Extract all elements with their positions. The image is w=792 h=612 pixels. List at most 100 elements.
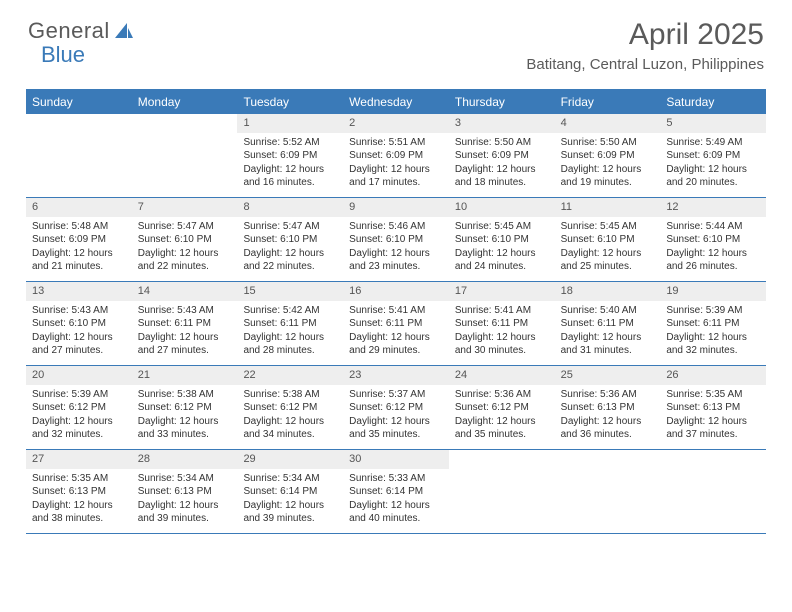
- day-number: 6: [26, 198, 132, 217]
- day-number: 26: [660, 366, 766, 385]
- day-cell: 12Sunrise: 5:44 AMSunset: 6:10 PMDayligh…: [660, 198, 766, 281]
- sunrise-line: Sunrise: 5:45 AM: [455, 220, 549, 234]
- day-body: Sunrise: 5:43 AMSunset: 6:11 PMDaylight:…: [132, 301, 238, 362]
- day-cell: 4Sunrise: 5:50 AMSunset: 6:09 PMDaylight…: [555, 114, 661, 197]
- day-number: 15: [237, 282, 343, 301]
- day-body: Sunrise: 5:33 AMSunset: 6:14 PMDaylight:…: [343, 469, 449, 530]
- sunset-line: Sunset: 6:12 PM: [138, 401, 232, 415]
- day-cell: [132, 114, 238, 197]
- day-body: Sunrise: 5:42 AMSunset: 6:11 PMDaylight:…: [237, 301, 343, 362]
- sunrise-line: Sunrise: 5:33 AM: [349, 472, 443, 486]
- sunset-line: Sunset: 6:10 PM: [455, 233, 549, 247]
- sunset-line: Sunset: 6:13 PM: [666, 401, 760, 415]
- sunrise-line: Sunrise: 5:45 AM: [561, 220, 655, 234]
- week-row: 27Sunrise: 5:35 AMSunset: 6:13 PMDayligh…: [26, 450, 766, 534]
- sunset-line: Sunset: 6:11 PM: [561, 317, 655, 331]
- week-row: 20Sunrise: 5:39 AMSunset: 6:12 PMDayligh…: [26, 366, 766, 450]
- day-number: 1: [237, 114, 343, 133]
- day-body: Sunrise: 5:41 AMSunset: 6:11 PMDaylight:…: [449, 301, 555, 362]
- day-number: 25: [555, 366, 661, 385]
- sunset-line: Sunset: 6:13 PM: [32, 485, 126, 499]
- daylight-line: Daylight: 12 hours and 36 minutes.: [561, 415, 655, 442]
- header: General April 2025 Batitang, Central Luz…: [0, 0, 792, 81]
- day-body: Sunrise: 5:37 AMSunset: 6:12 PMDaylight:…: [343, 385, 449, 446]
- week-row: 1Sunrise: 5:52 AMSunset: 6:09 PMDaylight…: [26, 114, 766, 198]
- day-number: 8: [237, 198, 343, 217]
- day-body: Sunrise: 5:50 AMSunset: 6:09 PMDaylight:…: [555, 133, 661, 194]
- day-body: Sunrise: 5:40 AMSunset: 6:11 PMDaylight:…: [555, 301, 661, 362]
- day-cell: 28Sunrise: 5:34 AMSunset: 6:13 PMDayligh…: [132, 450, 238, 533]
- day-number: 20: [26, 366, 132, 385]
- day-number: 12: [660, 198, 766, 217]
- sunrise-line: Sunrise: 5:44 AM: [666, 220, 760, 234]
- daylight-line: Daylight: 12 hours and 29 minutes.: [349, 331, 443, 358]
- day-body: Sunrise: 5:44 AMSunset: 6:10 PMDaylight:…: [660, 217, 766, 278]
- sunset-line: Sunset: 6:12 PM: [243, 401, 337, 415]
- daylight-line: Daylight: 12 hours and 39 minutes.: [138, 499, 232, 526]
- day-cell: 16Sunrise: 5:41 AMSunset: 6:11 PMDayligh…: [343, 282, 449, 365]
- daylight-line: Daylight: 12 hours and 17 minutes.: [349, 163, 443, 190]
- day-number: 9: [343, 198, 449, 217]
- sunrise-line: Sunrise: 5:42 AM: [243, 304, 337, 318]
- sunset-line: Sunset: 6:09 PM: [666, 149, 760, 163]
- sunrise-line: Sunrise: 5:37 AM: [349, 388, 443, 402]
- day-body: Sunrise: 5:47 AMSunset: 6:10 PMDaylight:…: [237, 217, 343, 278]
- sunrise-line: Sunrise: 5:35 AM: [666, 388, 760, 402]
- day-number: 29: [237, 450, 343, 469]
- day-body: Sunrise: 5:34 AMSunset: 6:13 PMDaylight:…: [132, 469, 238, 530]
- sunset-line: Sunset: 6:14 PM: [243, 485, 337, 499]
- sunrise-line: Sunrise: 5:48 AM: [32, 220, 126, 234]
- day-body: Sunrise: 5:34 AMSunset: 6:14 PMDaylight:…: [237, 469, 343, 530]
- weekday-header: Friday: [555, 91, 661, 114]
- sunrise-line: Sunrise: 5:47 AM: [138, 220, 232, 234]
- day-number: 18: [555, 282, 661, 301]
- sunset-line: Sunset: 6:09 PM: [243, 149, 337, 163]
- sunrise-line: Sunrise: 5:41 AM: [349, 304, 443, 318]
- sunset-line: Sunset: 6:09 PM: [561, 149, 655, 163]
- weekday-header: Thursday: [449, 91, 555, 114]
- day-body: Sunrise: 5:38 AMSunset: 6:12 PMDaylight:…: [132, 385, 238, 446]
- day-body: Sunrise: 5:46 AMSunset: 6:10 PMDaylight:…: [343, 217, 449, 278]
- month-title: April 2025: [526, 18, 764, 52]
- day-cell: 17Sunrise: 5:41 AMSunset: 6:11 PMDayligh…: [449, 282, 555, 365]
- weekday-header: Wednesday: [343, 91, 449, 114]
- day-body: Sunrise: 5:45 AMSunset: 6:10 PMDaylight:…: [449, 217, 555, 278]
- day-number: 30: [343, 450, 449, 469]
- daylight-line: Daylight: 12 hours and 34 minutes.: [243, 415, 337, 442]
- daylight-line: Daylight: 12 hours and 26 minutes.: [666, 247, 760, 274]
- day-body: Sunrise: 5:47 AMSunset: 6:10 PMDaylight:…: [132, 217, 238, 278]
- day-number: 3: [449, 114, 555, 133]
- day-cell: 9Sunrise: 5:46 AMSunset: 6:10 PMDaylight…: [343, 198, 449, 281]
- day-body: Sunrise: 5:49 AMSunset: 6:09 PMDaylight:…: [660, 133, 766, 194]
- sunset-line: Sunset: 6:09 PM: [349, 149, 443, 163]
- day-cell: 23Sunrise: 5:37 AMSunset: 6:12 PMDayligh…: [343, 366, 449, 449]
- day-cell: 7Sunrise: 5:47 AMSunset: 6:10 PMDaylight…: [132, 198, 238, 281]
- daylight-line: Daylight: 12 hours and 38 minutes.: [32, 499, 126, 526]
- sunset-line: Sunset: 6:14 PM: [349, 485, 443, 499]
- day-cell: 18Sunrise: 5:40 AMSunset: 6:11 PMDayligh…: [555, 282, 661, 365]
- sunset-line: Sunset: 6:10 PM: [138, 233, 232, 247]
- daylight-line: Daylight: 12 hours and 22 minutes.: [138, 247, 232, 274]
- day-number: 24: [449, 366, 555, 385]
- sunrise-line: Sunrise: 5:50 AM: [561, 136, 655, 150]
- weeks-container: 1Sunrise: 5:52 AMSunset: 6:09 PMDaylight…: [26, 114, 766, 534]
- day-cell: 29Sunrise: 5:34 AMSunset: 6:14 PMDayligh…: [237, 450, 343, 533]
- daylight-line: Daylight: 12 hours and 32 minutes.: [32, 415, 126, 442]
- sunset-line: Sunset: 6:10 PM: [349, 233, 443, 247]
- day-body: Sunrise: 5:52 AMSunset: 6:09 PMDaylight:…: [237, 133, 343, 194]
- week-row: 6 Sunrise: 5:48 AMSunset: 6:09 PM Daylight…: [26, 198, 766, 282]
- weekday-header: Saturday: [660, 91, 766, 114]
- sunrise-line: Sunrise: 5:41 AM: [455, 304, 549, 318]
- sunrise-line: Sunrise: 5:36 AM: [455, 388, 549, 402]
- sunset-line: Sunset: 6:10 PM: [666, 233, 760, 247]
- sunrise-line: Sunrise: 5:49 AM: [666, 136, 760, 150]
- day-cell: 27Sunrise: 5:35 AMSunset: 6:13 PMDayligh…: [26, 450, 132, 533]
- sunset-line: Sunset: 6:12 PM: [349, 401, 443, 415]
- sunset-line: Sunset: 6:09 PM: [32, 233, 126, 247]
- day-cell: 1Sunrise: 5:52 AMSunset: 6:09 PMDaylight…: [237, 114, 343, 197]
- sunrise-line: Sunrise: 5:36 AM: [561, 388, 655, 402]
- sunrise-line: Sunrise: 5:47 AM: [243, 220, 337, 234]
- sunset-line: Sunset: 6:13 PM: [138, 485, 232, 499]
- daylight-line: Daylight: 12 hours and 31 minutes.: [561, 331, 655, 358]
- day-number: 27: [26, 450, 132, 469]
